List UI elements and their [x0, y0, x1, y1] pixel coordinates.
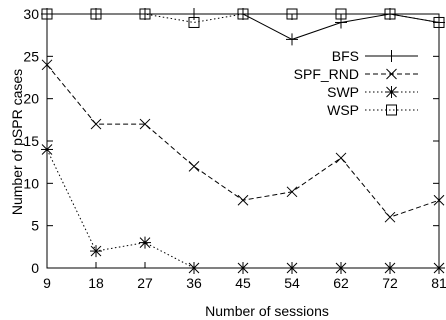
data-point-swp: [90, 245, 102, 258]
x-axis-label: Number of sessions: [205, 303, 329, 319]
legend-label-bfs: BFS: [332, 48, 359, 64]
data-point-bfs: [188, 8, 200, 20]
data-point-wsp: [237, 8, 249, 20]
x-tick-label: 18: [88, 275, 104, 291]
legend-marker-spf-rnd: [386, 68, 397, 80]
x-tick-label: 62: [333, 275, 349, 291]
data-point-spf-rnd: [139, 118, 151, 130]
y-axis-label: Number of pSPR cases: [9, 69, 25, 215]
y-tick-label: 25: [23, 48, 39, 64]
data-point-wsp: [433, 16, 445, 28]
y-tick-label: 15: [23, 133, 39, 149]
legend-label-swp: SWP: [327, 84, 359, 100]
data-point-spf-rnd: [384, 211, 396, 223]
y-tick-label: 5: [31, 218, 39, 234]
legend-label-wsp: WSP: [327, 102, 359, 118]
series-line-wsp: [47, 13, 440, 23]
legend-marker-swp: [385, 86, 398, 98]
data-point-wsp: [188, 16, 200, 28]
plot-area: 0 5 10 15 20 25 30 9 18 27 36 45 54 62 72 81: [23, 6, 446, 291]
data-point-spf-rnd: [90, 118, 102, 130]
data-point-bfs: [139, 8, 151, 20]
data-point-wsp: [139, 8, 151, 20]
data-point-swp: [433, 262, 445, 274]
series-line-swp: [46, 149, 439, 269]
data-point-spf-rnd: [335, 152, 347, 164]
data-point-spf-rnd: [237, 194, 249, 206]
x-tick-label: 54: [284, 275, 300, 291]
data-point-swp: [139, 236, 151, 249]
legend: BFS SPF_RND SWP WSP: [294, 48, 418, 118]
legend-marker-bfs: [385, 50, 398, 62]
plot-frame: [46, 13, 440, 269]
data-point-wsp: [384, 8, 396, 20]
data-point-swp: [188, 262, 200, 274]
data-point-spf-rnd: [286, 186, 298, 198]
x-tick-label: 81: [431, 275, 446, 291]
x-tick-label: 36: [186, 275, 202, 291]
data-point-swp: [237, 262, 249, 274]
y-tick-label: 30: [23, 6, 39, 22]
x-tick-label: 45: [235, 275, 251, 291]
data-point-wsp: [286, 8, 298, 20]
data-point-wsp: [335, 8, 347, 20]
data-point-swp: [335, 262, 347, 274]
data-point-bfs: [286, 33, 298, 46]
data-point-bfs: [335, 16, 347, 29]
data-point-spf-rnd: [41, 59, 53, 71]
data-point-bfs: [433, 16, 445, 29]
y-tick-label: 0: [31, 260, 39, 276]
y-tick-label: 10: [23, 175, 39, 191]
y-tick-label: 20: [23, 91, 39, 107]
x-tick-label: 27: [137, 275, 153, 291]
x-tick-label: 72: [382, 275, 398, 291]
data-point-wsp: [41, 8, 53, 20]
data-point-swp: [384, 262, 396, 274]
legend-label-spf-rnd: SPF_RND: [294, 66, 359, 82]
data-point-swp: [286, 262, 298, 274]
data-point-spf-rnd: [188, 161, 200, 172]
data-point-wsp: [90, 8, 102, 20]
x-tick-label: 9: [43, 275, 51, 291]
data-point-spf-rnd: [433, 194, 445, 206]
series-line-spf-rnd: [46, 64, 440, 218]
data-point-swp: [41, 143, 53, 156]
legend-marker-wsp: [386, 104, 397, 116]
